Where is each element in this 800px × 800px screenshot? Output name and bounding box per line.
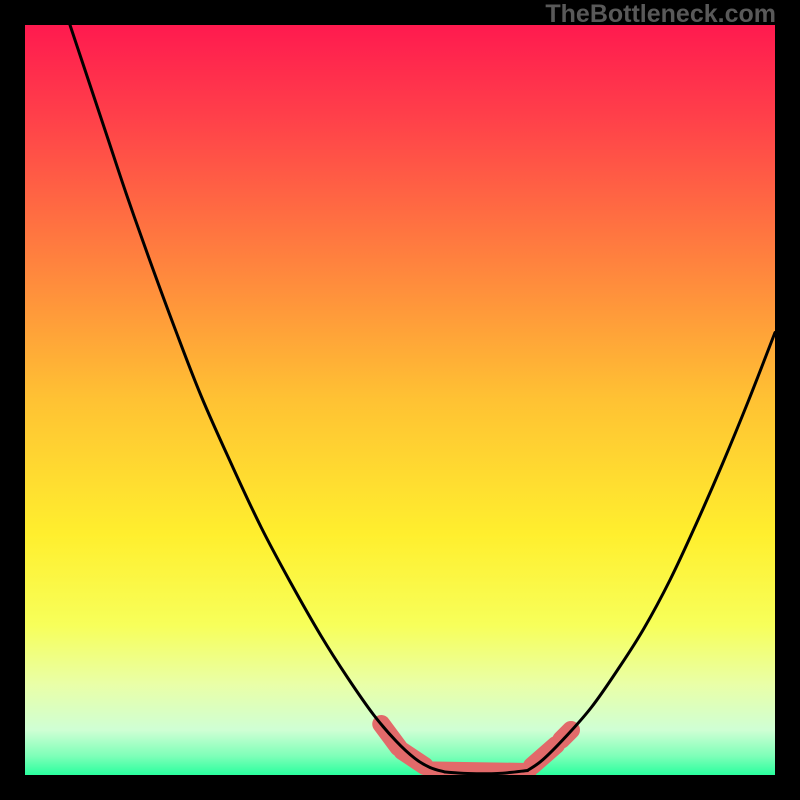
plot-area	[25, 25, 775, 775]
gradient-background	[25, 25, 775, 775]
chart-canvas: TheBottleneck.com	[0, 0, 800, 800]
watermark-text: TheBottleneck.com	[545, 0, 776, 29]
plot-svg	[25, 25, 775, 775]
